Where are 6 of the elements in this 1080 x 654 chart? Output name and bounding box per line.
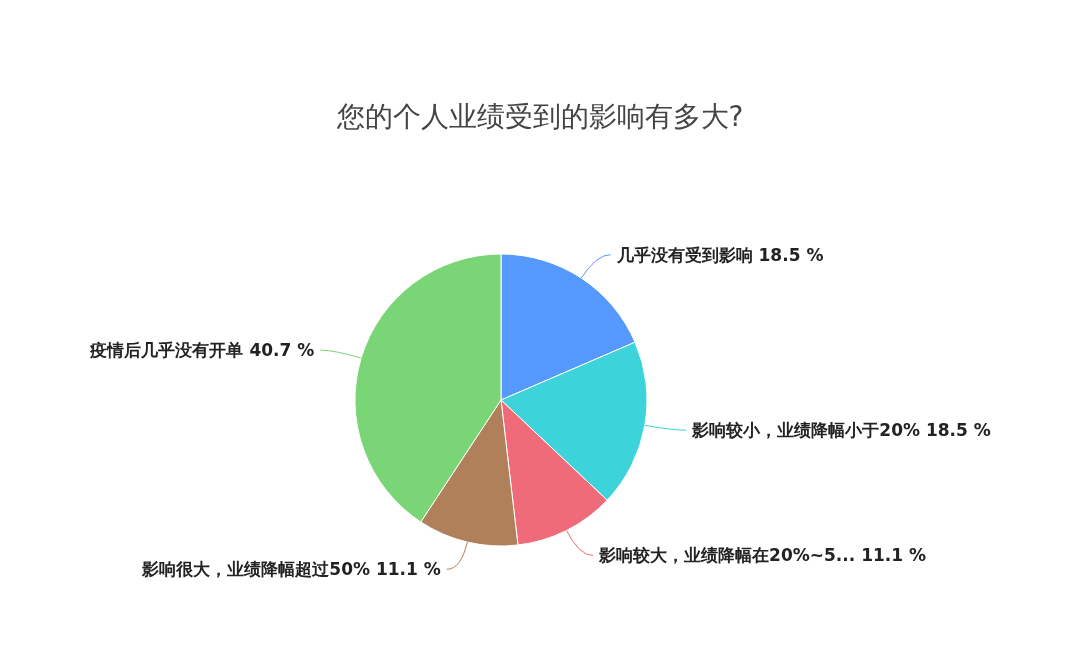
slice-label: 影响较大，业绩降幅在20%~5... 11.1 % [598, 545, 927, 566]
slice-label: 影响较小，业绩降幅小于20% 18.5 % [691, 420, 991, 441]
slice-label: 几乎没有受到影响 18.5 % [615, 244, 824, 265]
slice-label: 疫情后几乎没有开单 40.7 % [89, 340, 315, 361]
slice-label: 影响很大，业绩降幅超过50% 11.1 % [141, 559, 441, 580]
chart-title: 您的个人业绩受到的影响有多大? [336, 99, 744, 135]
